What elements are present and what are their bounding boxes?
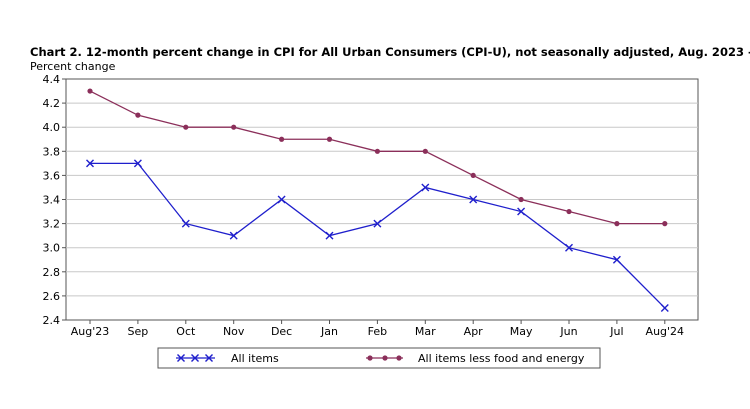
gridlines	[66, 102, 698, 297]
legend-marker	[205, 354, 213, 362]
y-tick-label: 4.0	[43, 121, 61, 134]
chart-title: Chart 2. 12-month percent change in CPI …	[30, 45, 750, 59]
data-point	[614, 221, 620, 227]
legend-marker	[382, 355, 388, 361]
y-tick-label: 2.6	[43, 290, 61, 303]
data-point	[421, 183, 430, 192]
data-point	[181, 219, 190, 228]
y-tick-label: 3.2	[43, 218, 61, 231]
marker-stroke	[205, 354, 213, 362]
data-point	[469, 195, 478, 204]
y-tick-label: 3.6	[43, 169, 61, 182]
marker-stroke	[325, 231, 334, 240]
y-tick-label: 3.8	[43, 145, 61, 158]
x-tick-label: Oct	[176, 325, 196, 338]
x-tick-label: Mar	[415, 325, 436, 338]
legend: All items All items less food and energy	[176, 352, 585, 365]
data-point	[277, 195, 286, 204]
y-tick-label: 3.4	[43, 194, 61, 207]
x-tick-label: May	[510, 325, 533, 338]
marker-stroke	[373, 219, 382, 228]
data-point	[374, 148, 380, 154]
data-point	[422, 148, 428, 154]
x-tick-label: Apr	[464, 325, 484, 338]
data-point	[231, 124, 237, 130]
x-tick-label: Aug'23	[71, 325, 110, 338]
data-point	[86, 159, 94, 168]
series-group	[86, 88, 669, 312]
data-point	[135, 112, 141, 118]
marker-stroke	[191, 354, 199, 362]
data-point	[612, 255, 621, 264]
legend-marker	[191, 354, 199, 362]
data-point	[183, 124, 189, 130]
y-tick-label: 4.4	[43, 73, 61, 86]
marker-stroke	[612, 255, 621, 264]
data-point	[133, 159, 142, 168]
legend-marker	[396, 355, 402, 361]
marker-stroke	[565, 243, 573, 252]
data-point	[518, 196, 524, 203]
legend-label-core: All items less food and energy	[418, 352, 585, 365]
y-tick-label: 3.0	[43, 242, 61, 255]
marker-stroke	[133, 159, 142, 168]
marker-stroke	[177, 354, 185, 362]
data-point	[660, 303, 669, 312]
marker-stroke	[229, 231, 238, 240]
y-axis-label: Percent change	[30, 60, 116, 73]
data-point	[87, 88, 93, 94]
data-point	[325, 231, 334, 240]
data-point	[517, 207, 526, 216]
marker-stroke	[86, 159, 94, 168]
x-tick-label: Sep	[128, 325, 149, 338]
x-tick-label: Dec	[271, 325, 292, 338]
marker-stroke	[421, 183, 430, 192]
y-tick-label: 2.4	[43, 314, 61, 327]
data-point	[326, 136, 333, 142]
data-point	[373, 219, 382, 228]
data-point	[565, 243, 573, 252]
x-tick-label: Jul	[609, 325, 623, 338]
y-tick-label: 2.8	[43, 266, 61, 279]
x-tick-label: Feb	[368, 325, 387, 338]
marker-stroke	[277, 195, 286, 204]
legend-marker	[177, 354, 185, 362]
marker-stroke	[469, 195, 478, 204]
marker-stroke	[517, 207, 526, 216]
data-point	[229, 231, 238, 240]
legend-marker	[367, 355, 373, 361]
y-tick-label: 4.2	[43, 97, 61, 110]
legend-label-all-items: All items	[231, 352, 279, 365]
x-tick-label: Nov	[223, 325, 245, 338]
x-axis-ticks: Aug'23 Sep Oct Nov Dec Jan Feb Mar Apr May Jun Jul A…	[71, 320, 684, 338]
data-point	[279, 136, 285, 142]
marker-stroke	[660, 303, 669, 312]
x-tick-label: Jan	[320, 325, 338, 338]
data-point	[662, 221, 668, 227]
data-point	[566, 208, 572, 215]
data-point	[470, 172, 476, 178]
y-axis-ticks: 2.4 2.6 2.8 3.0 3.2 3.4 3.6 3.8 4.0 4.2 4.4	[43, 73, 66, 327]
marker-stroke	[181, 219, 190, 228]
x-tick-label: Aug'24	[646, 325, 685, 338]
x-tick-label: Jun	[559, 325, 577, 338]
